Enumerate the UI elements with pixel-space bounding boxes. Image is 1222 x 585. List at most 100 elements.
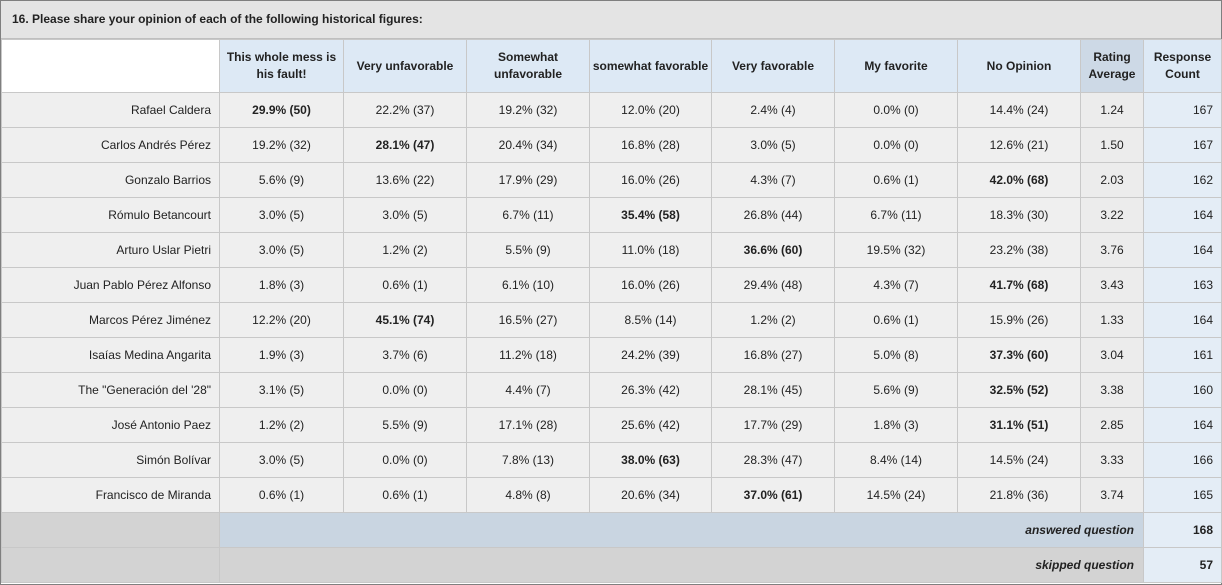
response-cell: 6.1% (10) <box>466 267 590 303</box>
response-cell: 25.6% (42) <box>589 407 712 443</box>
response-cell: 16.8% (28) <box>589 127 712 163</box>
response-cell: 0.6% (1) <box>343 267 467 303</box>
row-label: The "Generación del '28" <box>1 372 220 408</box>
response-cell: 11.0% (18) <box>589 232 712 268</box>
answered-question-count: 168 <box>1143 512 1222 548</box>
response-cell: 21.8% (36) <box>957 477 1081 513</box>
row-label: Isaías Medina Angarita <box>1 337 220 373</box>
rating-average-cell: 1.50 <box>1080 127 1144 163</box>
table-row: Francisco de Miranda 0.6% (1) 0.6% (1) 4.8%… <box>1 477 1222 513</box>
response-cell: 12.0% (20) <box>589 92 712 128</box>
response-cell: 0.6% (1) <box>834 302 958 338</box>
response-count-cell: 160 <box>1143 372 1222 408</box>
rating-average-cell: 1.33 <box>1080 302 1144 338</box>
table-row: Juan Pablo Pérez Alfonso 1.8% (3) 0.6% (1)… <box>1 267 1222 303</box>
skipped-row: skipped question 57 <box>1 547 1222 583</box>
column-header: No Opinion <box>957 39 1081 93</box>
row-label: Gonzalo Barrios <box>1 162 220 198</box>
row-label: Rómulo Betancourt <box>1 197 220 233</box>
response-count-cell: 165 <box>1143 477 1222 513</box>
response-cell: 17.1% (28) <box>466 407 590 443</box>
response-cell: 45.1% (74) <box>343 302 467 338</box>
response-cell: 28.1% (47) <box>343 127 467 163</box>
header-row: This whole mess is his fault! Very unfav… <box>1 39 1222 93</box>
table-row: Gonzalo Barrios 5.6% (9) 13.6% (22) 17.9% (… <box>1 162 1222 198</box>
response-count-cell: 164 <box>1143 302 1222 338</box>
response-cell: 2.4% (4) <box>711 92 835 128</box>
response-cell: 5.5% (9) <box>466 232 590 268</box>
response-cell: 1.2% (2) <box>219 407 344 443</box>
response-cell: 42.0% (68) <box>957 162 1081 198</box>
response-cell: 19.2% (32) <box>466 92 590 128</box>
response-cell: 22.2% (37) <box>343 92 467 128</box>
response-cell: 14.5% (24) <box>834 477 958 513</box>
response-cell: 0.6% (1) <box>834 162 958 198</box>
response-cell: 15.9% (26) <box>957 302 1081 338</box>
column-header: My favorite <box>834 39 958 93</box>
skipped-question-count: 57 <box>1143 547 1222 583</box>
response-cell: 19.2% (32) <box>219 127 344 163</box>
table-row: Isaías Medina Angarita 1.9% (3) 3.7% (6) 11… <box>1 337 1222 373</box>
rating-average-cell: 3.43 <box>1080 267 1144 303</box>
response-cell: 32.5% (52) <box>957 372 1081 408</box>
row-label: Carlos Andrés Pérez <box>1 127 220 163</box>
row-label: Juan Pablo Pérez Alfonso <box>1 267 220 303</box>
row-label: Rafael Caldera <box>1 92 220 128</box>
response-cell: 35.4% (58) <box>589 197 712 233</box>
response-cell: 4.3% (7) <box>711 162 835 198</box>
response-count-cell: 167 <box>1143 127 1222 163</box>
response-cell: 18.3% (30) <box>957 197 1081 233</box>
table-body: Rafael Caldera 29.9% (50) 22.2% (37) 19.2% … <box>1 92 1222 583</box>
question-title: 16. Please share your opinion of each of… <box>1 1 1221 39</box>
summary-blank-cell <box>1 547 220 583</box>
response-cell: 20.4% (34) <box>466 127 590 163</box>
response-cell: 3.0% (5) <box>711 127 835 163</box>
answered-row: answered question 168 <box>1 512 1222 548</box>
response-cell: 13.6% (22) <box>343 162 467 198</box>
response-cell: 8.5% (14) <box>589 302 712 338</box>
response-cell: 28.3% (47) <box>711 442 835 478</box>
response-cell: 14.4% (24) <box>957 92 1081 128</box>
response-cell: 19.5% (32) <box>834 232 958 268</box>
rating-average-header: Rating Average <box>1080 39 1144 93</box>
response-cell: 4.8% (8) <box>466 477 590 513</box>
rating-average-cell: 3.22 <box>1080 197 1144 233</box>
response-cell: 12.6% (21) <box>957 127 1081 163</box>
response-cell: 5.0% (8) <box>834 337 958 373</box>
response-cell: 17.7% (29) <box>711 407 835 443</box>
table-row: The "Generación del '28" 3.1% (5) 0.0% (0)… <box>1 372 1222 408</box>
response-count-cell: 166 <box>1143 442 1222 478</box>
column-header: Very unfavorable <box>343 39 467 93</box>
row-label: José Antonio Paez <box>1 407 220 443</box>
response-cell: 4.3% (7) <box>834 267 958 303</box>
response-cell: 38.0% (63) <box>589 442 712 478</box>
response-count-cell: 167 <box>1143 92 1222 128</box>
response-cell: 20.6% (34) <box>589 477 712 513</box>
summary-blank-cell <box>1 512 220 548</box>
response-cell: 3.1% (5) <box>219 372 344 408</box>
response-count-cell: 164 <box>1143 232 1222 268</box>
response-cell: 1.9% (3) <box>219 337 344 373</box>
response-count-cell: 161 <box>1143 337 1222 373</box>
response-cell: 17.9% (29) <box>466 162 590 198</box>
column-header: This whole mess is his fault! <box>219 39 344 93</box>
row-label: Arturo Uslar Pietri <box>1 232 220 268</box>
response-cell: 7.8% (13) <box>466 442 590 478</box>
response-cell: 0.0% (0) <box>343 372 467 408</box>
response-cell: 3.0% (5) <box>219 442 344 478</box>
response-cell: 3.7% (6) <box>343 337 467 373</box>
response-cell: 36.6% (60) <box>711 232 835 268</box>
column-header: somewhat favorable <box>589 39 712 93</box>
response-cell: 41.7% (68) <box>957 267 1081 303</box>
response-cell: 6.7% (11) <box>834 197 958 233</box>
response-cell: 16.0% (26) <box>589 267 712 303</box>
skipped-question-label: skipped question <box>219 547 1144 583</box>
response-cell: 0.0% (0) <box>834 127 958 163</box>
row-label: Francisco de Miranda <box>1 477 220 513</box>
response-count-cell: 162 <box>1143 162 1222 198</box>
rating-average-cell: 2.85 <box>1080 407 1144 443</box>
table-row: Rafael Caldera 29.9% (50) 22.2% (37) 19.2% … <box>1 92 1222 128</box>
rating-average-cell: 3.04 <box>1080 337 1144 373</box>
response-cell: 3.0% (5) <box>219 197 344 233</box>
